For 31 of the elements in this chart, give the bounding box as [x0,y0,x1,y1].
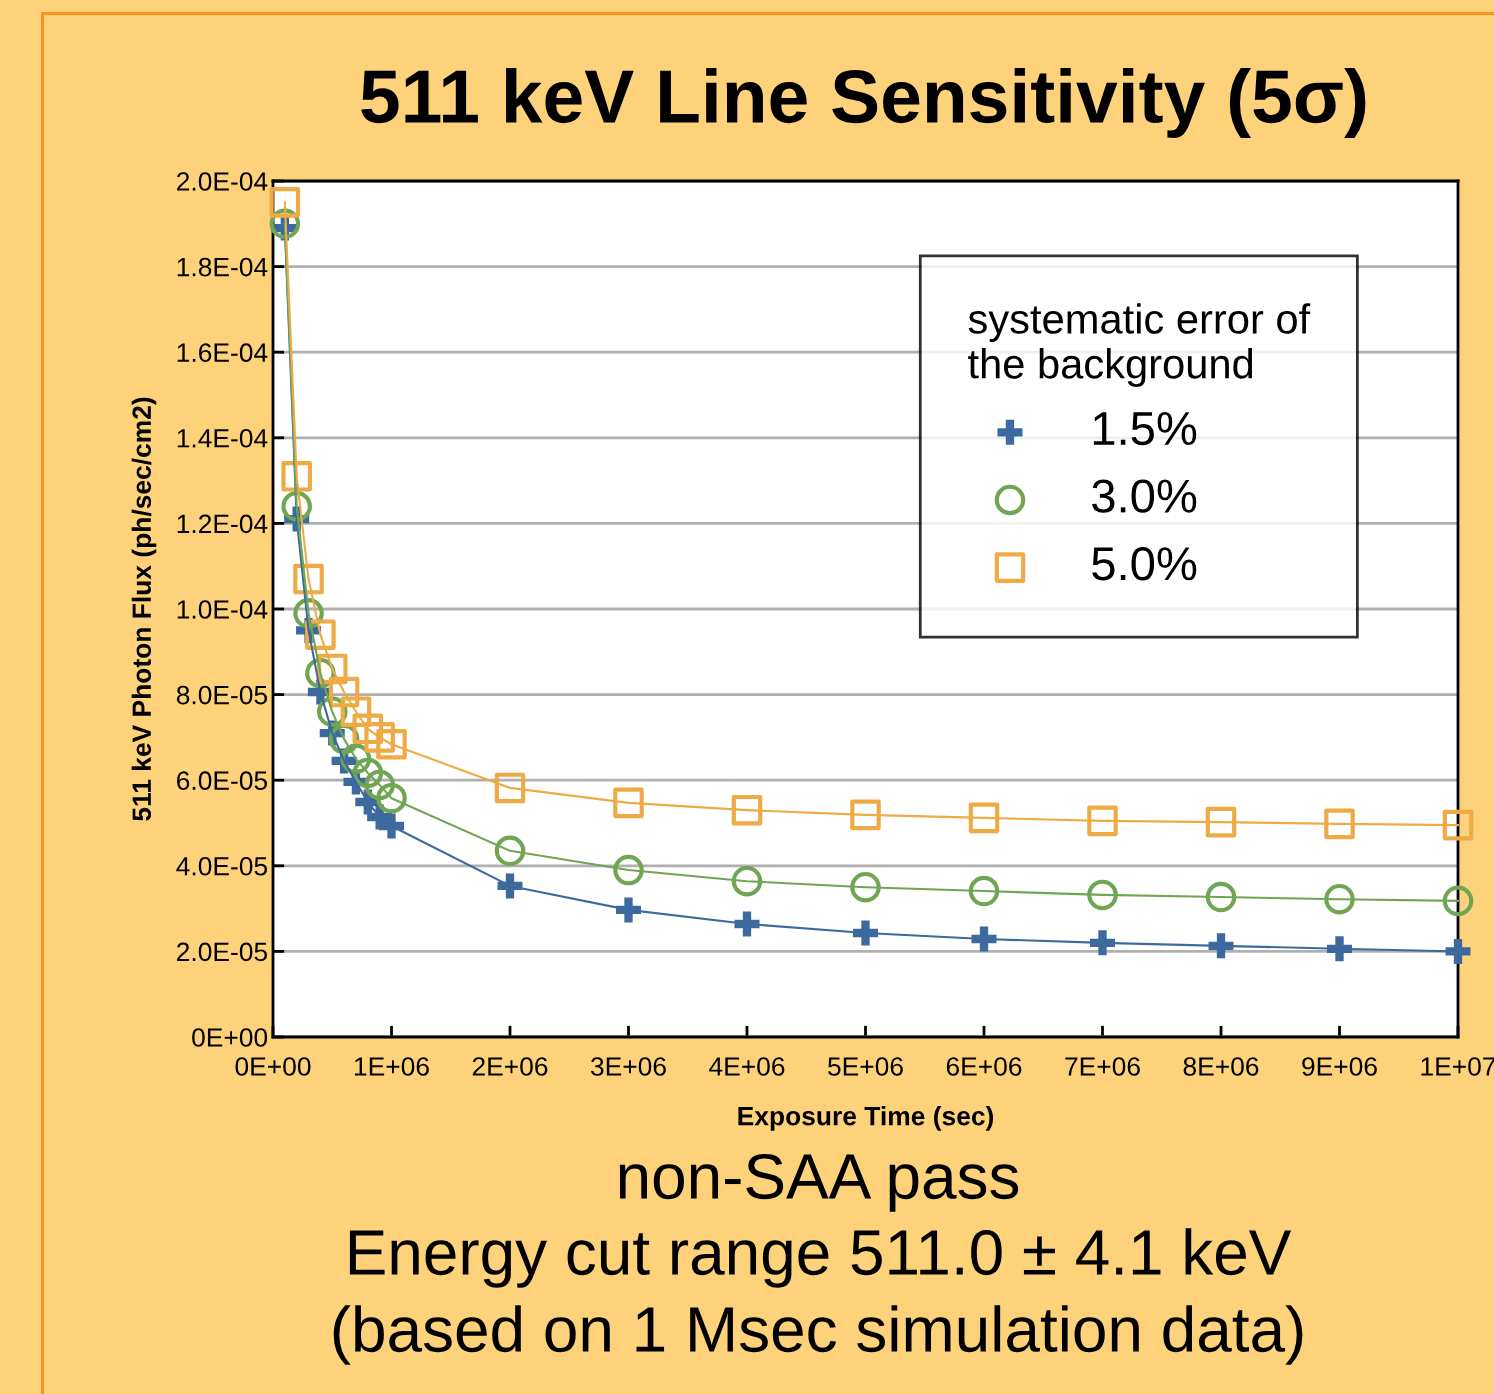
x-tick-label: 2E+06 [472,1057,548,1076]
x-tick-label: 4E+06 [709,1057,785,1076]
text: non-SAA pass [619,1153,1019,1212]
y-tick-label: 0E+00 [192,1028,268,1047]
text: Energy cut range 511.0 ± 4.1 keV [349,1228,1292,1288]
legend-label: 1.5% [1093,411,1197,446]
y-tick-label: 6.0E-05 [177,771,268,791]
y-tick-label: 1.8E-04 [177,257,268,277]
legend-label: 5.0% [1092,547,1197,581]
x-axis-title: Exposure Time (sec) [738,1106,994,1131]
y-tick-label: 1.4E-04 [177,428,268,448]
chart-title: 511 keV Line Sensitivity (5σ) [361,68,1366,138]
y-axis-title: 511 keV Photon Flux (ph/sec/cm2) [131,397,157,821]
y-tick-label: 1.6E-04 [177,343,268,363]
x-tick-label: 1E+06 [354,1057,429,1076]
legend-title: systematic error of the background [968,303,1311,387]
x-tick-label: 3E+06 [590,1057,666,1076]
y-tick-label: 4.0E-05 [176,856,268,876]
y-tick-label: 2.0E-05 [177,942,268,962]
x-tick-label: 5E+06 [828,1057,903,1076]
y-tick-label: 2.0E-04 [177,172,268,191]
x-tick-label: 8E+06 [1183,1057,1259,1076]
x-tick-label: 9E+06 [1302,1057,1377,1076]
text: (based on 1 Msec simulation data) [333,1305,1303,1365]
y-tick-label: 1.0E-04 [177,600,268,619]
legend-label: 3.0% [1092,479,1197,513]
x-tick-label: 7E+06 [1065,1057,1140,1076]
x-tick-label: 0E+00 [235,1057,311,1076]
x-tick-label: 6E+06 [946,1057,1022,1076]
y-tick-label: 1.2E-04 [177,514,268,534]
y-tick-label: 8.0E-05 [176,685,268,705]
